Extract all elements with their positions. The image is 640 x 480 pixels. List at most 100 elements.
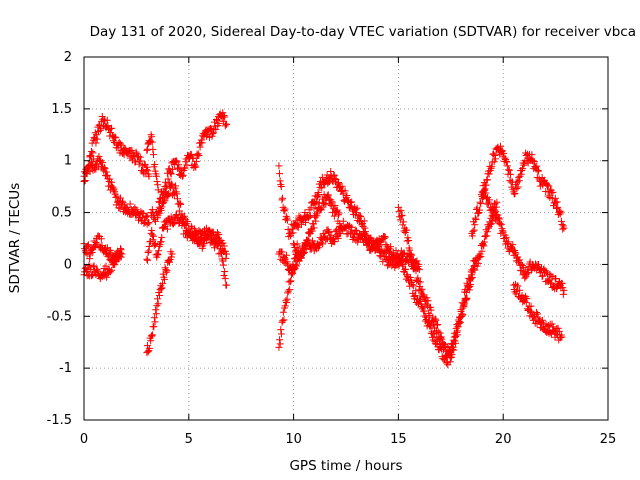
- data-point: [557, 208, 565, 216]
- data-point: [91, 129, 99, 137]
- data-point: [211, 238, 219, 246]
- y-tick-label: 1.5: [51, 102, 72, 117]
- data-point: [519, 298, 527, 306]
- data-point: [108, 266, 116, 274]
- data-point: [431, 315, 439, 323]
- data-point: [351, 226, 359, 234]
- y-tick-label: 0.5: [51, 206, 72, 221]
- data-point: [467, 275, 475, 283]
- data-point: [335, 179, 343, 187]
- data-point: [363, 231, 371, 239]
- data-point: [98, 113, 106, 121]
- data-point: [164, 256, 172, 264]
- data-point: [464, 282, 472, 290]
- data-point: [399, 218, 407, 226]
- data-point: [117, 140, 125, 148]
- data-point: [343, 197, 351, 205]
- data-point: [469, 266, 477, 274]
- data-point: [518, 165, 526, 173]
- data-point: [459, 304, 467, 312]
- data-point: [406, 252, 414, 260]
- data-point: [220, 272, 228, 280]
- data-point: [559, 222, 567, 230]
- data-point: [330, 171, 338, 179]
- data-point: [353, 204, 361, 212]
- data-point: [533, 320, 541, 328]
- data-point: [283, 258, 291, 266]
- data-point: [117, 246, 125, 254]
- data-point: [535, 167, 543, 175]
- data-point: [531, 319, 539, 327]
- data-point: [417, 295, 425, 303]
- y-tick-label: 1: [64, 154, 72, 169]
- data-point: [148, 231, 156, 239]
- data-point: [424, 297, 432, 305]
- data-point: [339, 217, 347, 225]
- data-point: [450, 346, 458, 354]
- data-point: [158, 284, 166, 292]
- data-point: [219, 239, 227, 247]
- data-point: [481, 232, 489, 240]
- data-point: [398, 211, 406, 219]
- data-point: [137, 157, 145, 165]
- data-point: [112, 134, 120, 142]
- data-point: [98, 242, 106, 250]
- data-point: [118, 197, 126, 205]
- data-point: [177, 214, 185, 222]
- data-point: [357, 213, 365, 221]
- data-point: [100, 164, 108, 172]
- data-point: [284, 287, 292, 295]
- data-point: [181, 221, 189, 229]
- data-point: [115, 250, 123, 258]
- data-point: [173, 190, 181, 198]
- data-point: [505, 166, 513, 174]
- data-point: [559, 290, 567, 298]
- data-point: [476, 198, 484, 206]
- data-point: [158, 233, 166, 241]
- data-point: [413, 257, 421, 265]
- data-point: [175, 161, 183, 169]
- data-point: [220, 242, 228, 250]
- data-point: [415, 260, 423, 268]
- data-point: [548, 320, 556, 328]
- data-point: [409, 282, 417, 290]
- data-point: [157, 205, 165, 213]
- data-point: [375, 242, 383, 250]
- data-point: [151, 160, 159, 168]
- data-point: [118, 141, 126, 149]
- data-point: [535, 261, 543, 269]
- data-point: [381, 232, 389, 240]
- data-point: [429, 336, 437, 344]
- data-point: [403, 272, 411, 280]
- data-point: [459, 299, 467, 307]
- data-point: [148, 226, 156, 234]
- data-point: [277, 182, 285, 190]
- data-point: [192, 157, 200, 165]
- data-point: [147, 337, 155, 345]
- data-point: [478, 247, 486, 255]
- data-point: [165, 190, 173, 198]
- data-point: [496, 220, 504, 228]
- data-point: [134, 153, 142, 161]
- data-point: [514, 257, 522, 265]
- data-point: [153, 302, 161, 310]
- data-point: [145, 137, 153, 145]
- data-point: [352, 206, 360, 214]
- data-point: [524, 306, 532, 314]
- data-point: [337, 223, 345, 231]
- data-point: [93, 240, 101, 248]
- data-point: [453, 331, 461, 339]
- data-point: [555, 327, 563, 335]
- data-point: [505, 238, 513, 246]
- data-point: [338, 182, 346, 190]
- data-point: [554, 324, 562, 332]
- data-point: [293, 222, 301, 230]
- data-point: [222, 281, 230, 289]
- data-point: [167, 248, 175, 256]
- data-point: [507, 170, 515, 178]
- data-point: [318, 173, 326, 181]
- data-point: [483, 228, 491, 236]
- data-point: [158, 203, 166, 211]
- data-point: [324, 191, 332, 199]
- data-point: [189, 237, 197, 245]
